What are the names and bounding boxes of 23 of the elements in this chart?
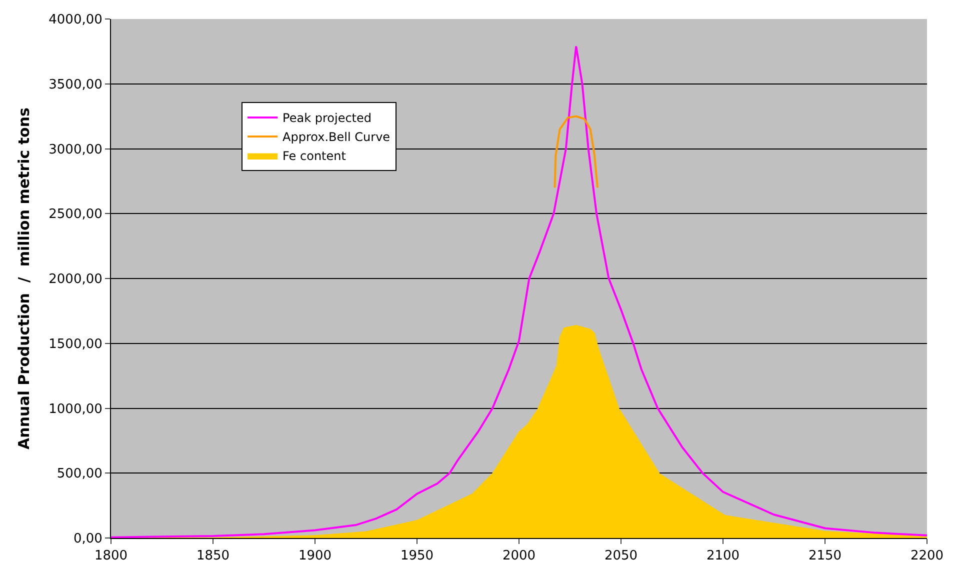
y-axis-title: Annual Production / million metric tons <box>14 107 33 450</box>
y-tick-label: 2000,00 <box>48 272 102 288</box>
y-tick-label: 1000,00 <box>48 402 102 417</box>
x-tick-label: 1900 <box>298 548 332 564</box>
x-tick-label: 1800 <box>94 548 128 564</box>
x-tick-label: 2150 <box>808 548 842 564</box>
x-tick-label: 1950 <box>400 548 434 564</box>
x-tick-label: 2100 <box>706 548 740 564</box>
y-tick-label: 500,00 <box>56 466 102 482</box>
x-tick-label: 2200 <box>910 548 944 564</box>
y-tick-label: 2500,00 <box>48 207 102 222</box>
y-tick-label: 3000,00 <box>48 142 102 158</box>
x-tick-label: 2000 <box>502 548 536 564</box>
line-series <box>554 115 599 189</box>
legend-label: Peak projected <box>282 111 372 126</box>
y-tick-label: 4000,00 <box>48 12 102 28</box>
legend-label: Fe content <box>282 149 346 164</box>
y-tick-label: 3500,00 <box>48 77 102 92</box>
x-tick-label: 1850 <box>196 548 230 564</box>
y-tick-label: 1500,00 <box>48 336 102 352</box>
x-tick-label: 2050 <box>604 548 638 564</box>
legend-label: Approx.Bell Curve <box>282 130 390 144</box>
y-tick-label: 0,00 <box>73 532 102 547</box>
